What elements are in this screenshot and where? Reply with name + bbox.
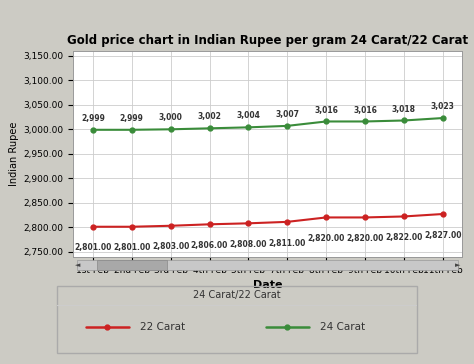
Text: 2,803.00: 2,803.00 <box>152 242 189 252</box>
Text: 2,808.00: 2,808.00 <box>229 240 267 249</box>
Text: 2,801.00: 2,801.00 <box>74 244 111 252</box>
Text: 3,007: 3,007 <box>275 110 299 119</box>
Text: 3,018: 3,018 <box>392 104 416 114</box>
Text: 2,811.00: 2,811.00 <box>269 238 306 248</box>
X-axis label: Date: Date <box>253 280 283 289</box>
Text: 2,999: 2,999 <box>81 114 105 123</box>
Bar <box>97 260 167 270</box>
Text: 24 Carat: 24 Carat <box>320 323 365 332</box>
Text: ◄: ◄ <box>75 262 81 268</box>
Text: 22 Carat: 22 Carat <box>140 323 185 332</box>
Text: 2,806.00: 2,806.00 <box>191 241 228 250</box>
Text: 3,000: 3,000 <box>159 113 182 122</box>
Text: 2,827.00: 2,827.00 <box>424 231 462 240</box>
Text: ►: ► <box>455 262 460 268</box>
Text: 3,016: 3,016 <box>314 106 338 115</box>
Text: 2,801.00: 2,801.00 <box>113 244 150 252</box>
Text: 2,820.00: 2,820.00 <box>346 234 383 243</box>
Text: 2,820.00: 2,820.00 <box>308 234 345 243</box>
Text: 3,016: 3,016 <box>353 106 377 115</box>
Text: 3,002: 3,002 <box>198 112 221 121</box>
Text: 3,023: 3,023 <box>431 102 455 111</box>
Text: 2,822.00: 2,822.00 <box>385 233 422 242</box>
Text: 3,004: 3,004 <box>237 111 260 120</box>
Y-axis label: Indian Rupee: Indian Rupee <box>9 122 19 186</box>
Text: 24 Carat/22 Carat: 24 Carat/22 Carat <box>193 290 281 300</box>
Text: 2,999: 2,999 <box>120 114 144 123</box>
Bar <box>77 260 458 270</box>
Title: Gold price chart in Indian Rupee per gram 24 Carat/22 Carat: Gold price chart in Indian Rupee per gra… <box>67 34 468 47</box>
